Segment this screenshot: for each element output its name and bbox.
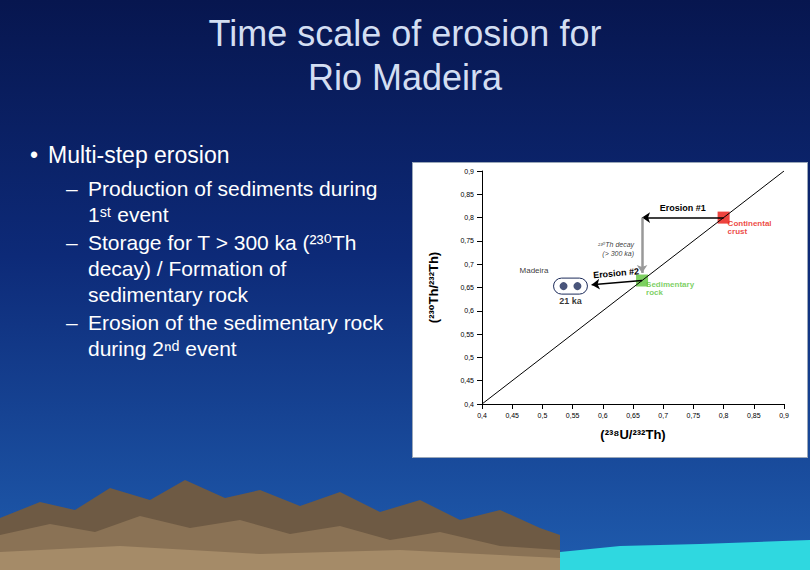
svg-text:0,7: 0,7	[464, 261, 474, 268]
html-text:Time scale of erosion for Rio: Time scale of erosion for Rio Madeira	[208, 13, 602, 98]
svg-text:(²³⁸U/²³²Th): (²³⁸U/²³²Th)	[600, 427, 665, 442]
svg-text:21 ka: 21 ka	[559, 296, 583, 306]
svg-text:0,65: 0,65	[626, 412, 640, 419]
svg-text:0,8: 0,8	[464, 214, 474, 221]
svg-text:Sedimentary: Sedimentary	[646, 280, 697, 289]
svg-text:0,85: 0,85	[747, 412, 761, 419]
svg-text:0,6: 0,6	[464, 307, 474, 314]
svg-text:0,55: 0,55	[566, 412, 580, 419]
svg-text:Madeira: Madeira	[520, 266, 549, 275]
svg-text:0,85: 0,85	[460, 191, 474, 198]
svg-text:0,65: 0,65	[460, 284, 474, 291]
svg-text:(²³⁰Th/²³²Th): (²³⁰Th/²³²Th)	[426, 252, 441, 323]
svg-text:0,5: 0,5	[538, 412, 548, 419]
svg-text:(> 300 ka): (> 300 ka)	[602, 250, 634, 258]
svg-text:0,55: 0,55	[460, 331, 474, 338]
svg-text:0,75: 0,75	[460, 237, 474, 244]
html-text:Multi-step erosion: Multi-step erosion	[48, 142, 230, 168]
html-text:Storage for T > 300 ka (²³⁰Th: Storage for T > 300 ka (²³⁰Th decay) / F…	[88, 231, 357, 306]
svg-text:0,9: 0,9	[779, 412, 789, 419]
svg-text:0,5: 0,5	[464, 354, 474, 361]
svg-text:Continental: Continental	[727, 219, 774, 229]
svg-text:0,4: 0,4	[464, 401, 474, 408]
svg-text:crust: crust	[728, 227, 748, 236]
html-text:Erosion of the sedimentary roc: Erosion of the sedimentary rock during 2…	[88, 311, 384, 360]
svg-text:0,7: 0,7	[658, 412, 668, 419]
svg-text:0,45: 0,45	[505, 412, 519, 419]
svg-text:0,45: 0,45	[460, 377, 474, 384]
svg-text:0,75: 0,75	[687, 412, 701, 419]
svg-text:0,4: 0,4	[477, 412, 487, 419]
svg-text:Erosion #2: Erosion #2	[593, 266, 640, 280]
html-text:Production of sediments during: Production of sediments during 1ˢᵗ event	[88, 177, 378, 226]
svg-text:0,9: 0,9	[464, 168, 474, 175]
svg-text:²³⁰Th decay: ²³⁰Th decay	[598, 241, 635, 249]
svg-text:0,6: 0,6	[598, 412, 608, 419]
svg-text:rock: rock	[646, 288, 663, 297]
svg-text:Erosion #1: Erosion #1	[660, 203, 706, 213]
svg-text:0,8: 0,8	[719, 412, 729, 419]
